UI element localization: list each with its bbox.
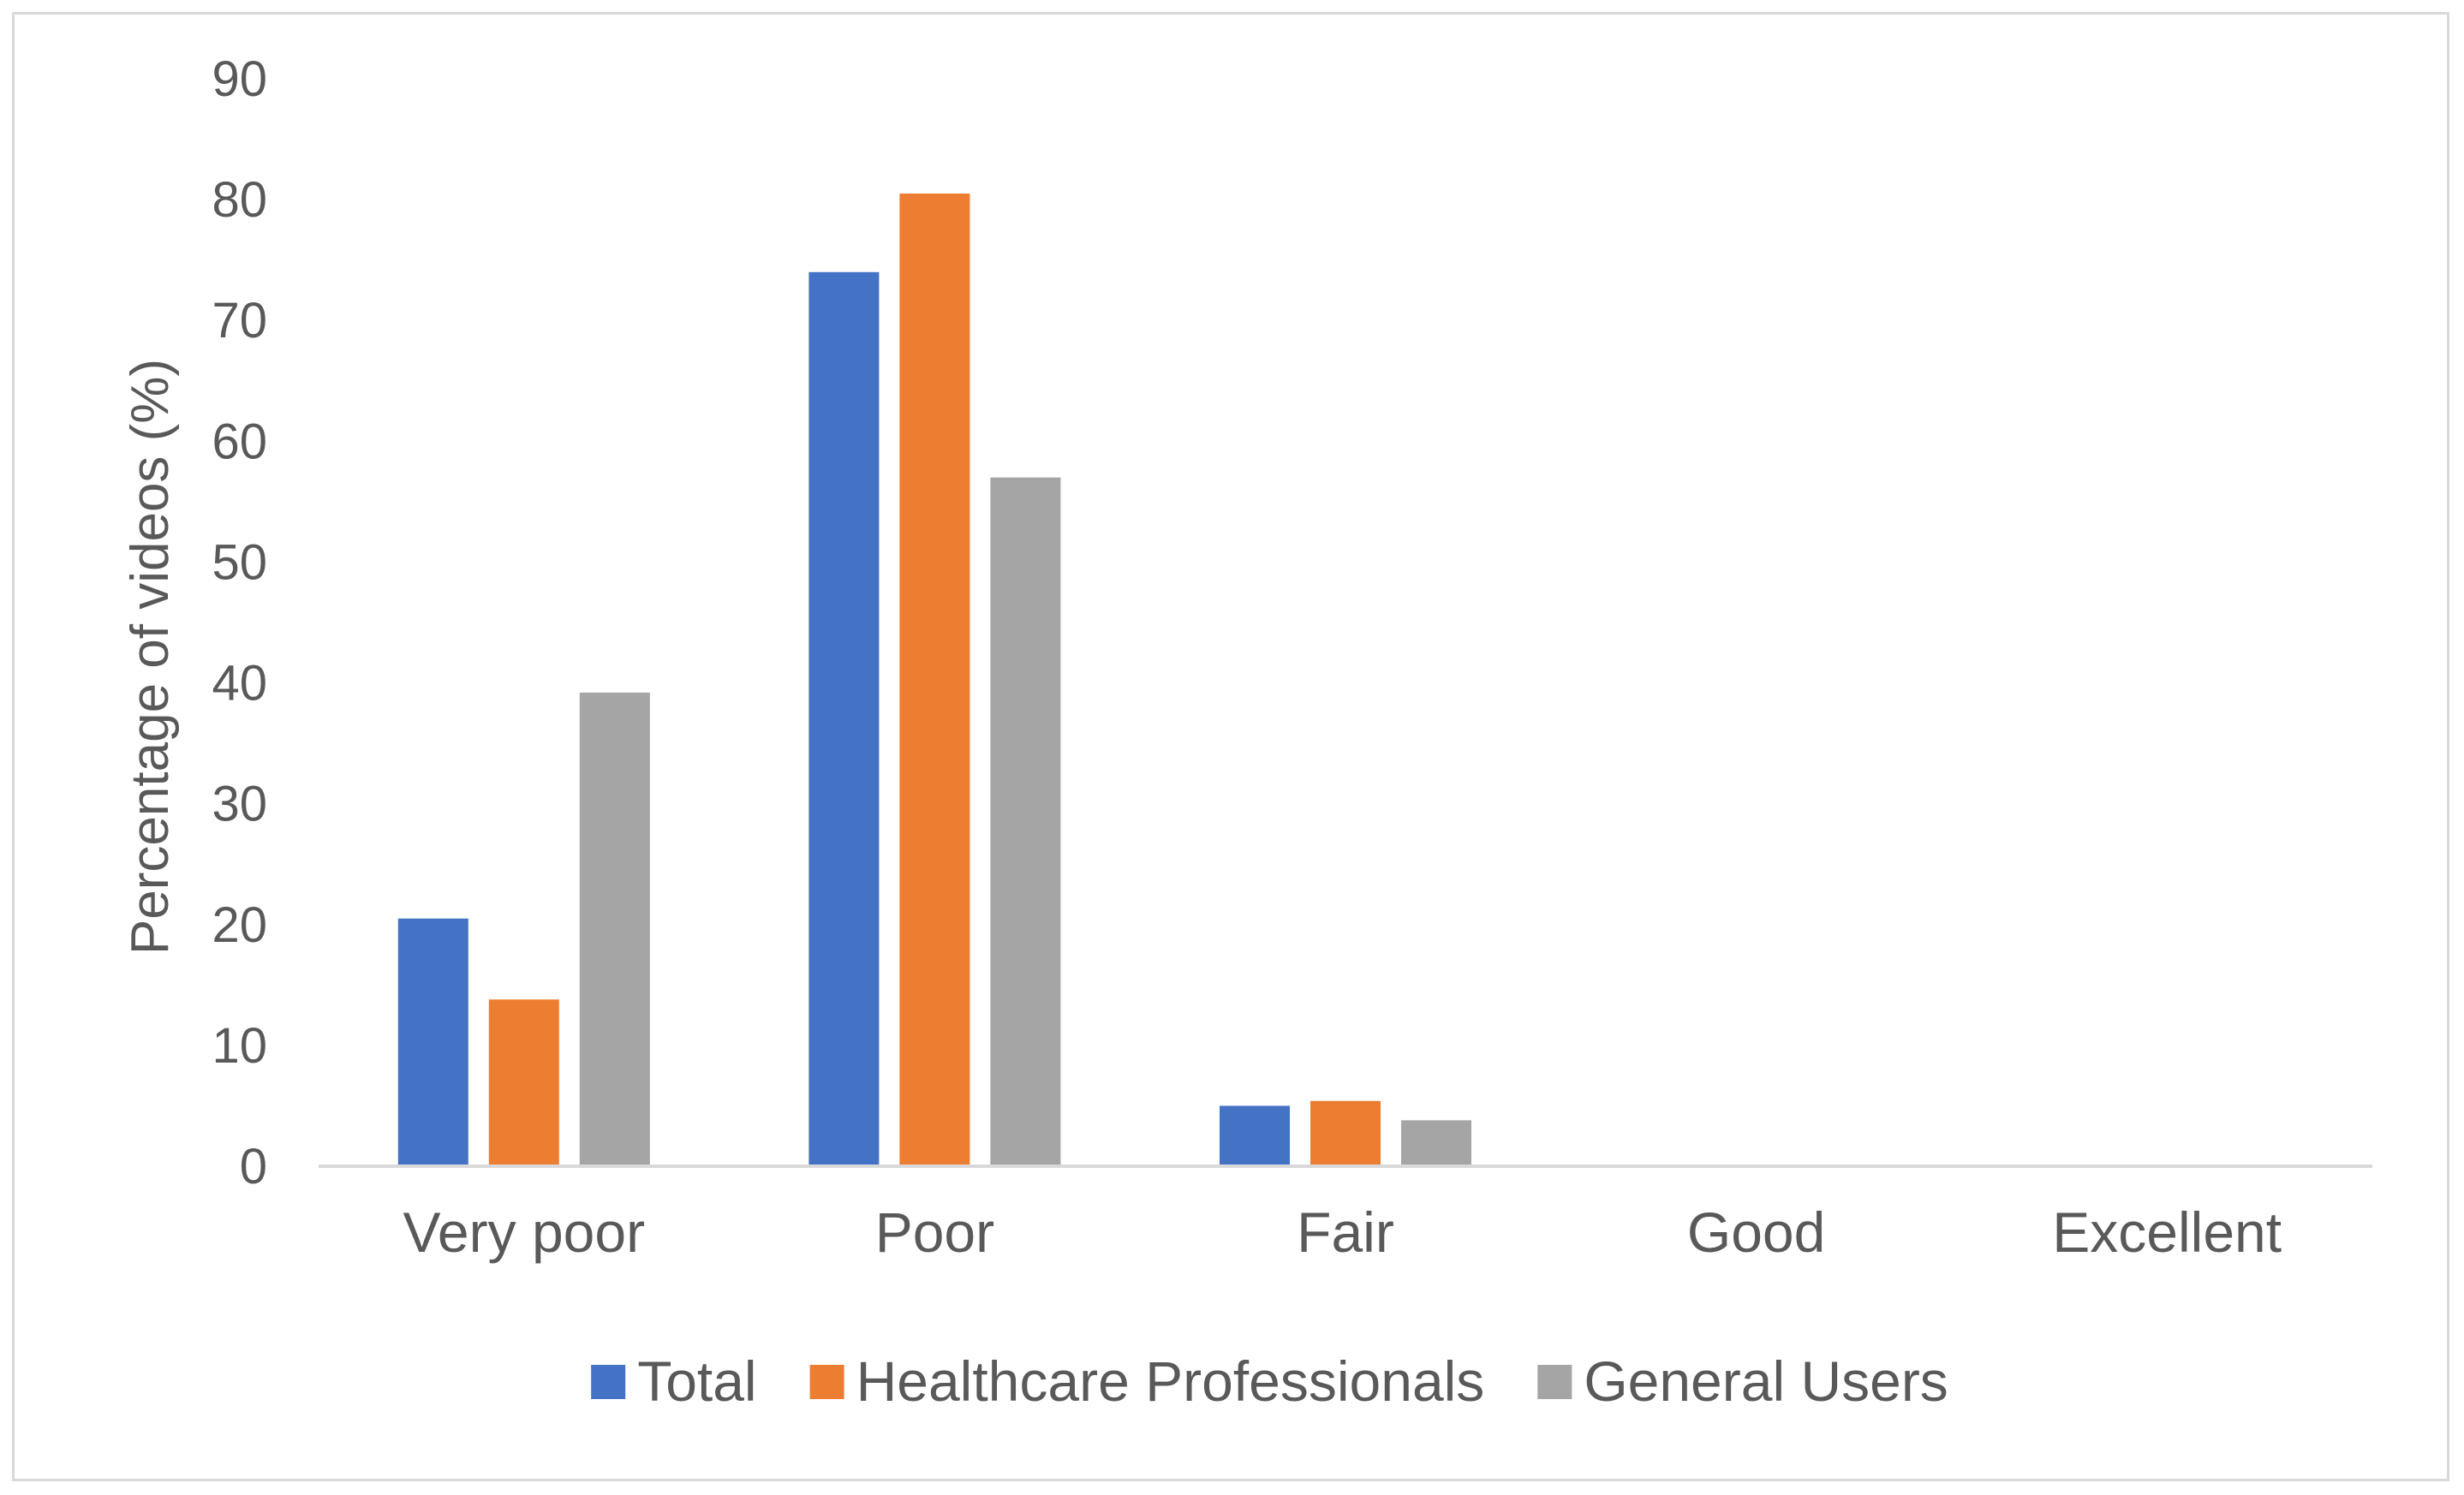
bar-healthcare-professionals-fair <box>1310 1100 1381 1166</box>
legend-label: Healthcare Professionals <box>856 1349 1485 1413</box>
x-axis-ticks: Very poor Poor Fair Good Excellent <box>403 1200 2282 1264</box>
chart-frame <box>12 12 2449 1481</box>
y-tick-label: 10 <box>212 1018 267 1074</box>
x-tick-label: Poor <box>875 1200 994 1264</box>
legend-swatch <box>809 1365 844 1399</box>
legend-swatch <box>1537 1365 1572 1399</box>
legend-item-general-users: General Users <box>1537 1349 1948 1413</box>
bar-total-very-poor <box>397 918 468 1166</box>
x-tick-label: Excellent <box>2052 1200 2282 1264</box>
y-tick-label: 90 <box>212 51 267 107</box>
y-tick-label: 20 <box>212 897 267 953</box>
y-tick-label: 30 <box>212 777 267 832</box>
legend-item-total: Total <box>591 1349 757 1413</box>
bars-group <box>397 194 1471 1167</box>
y-tick-label: 0 <box>240 1139 267 1194</box>
y-tick-label: 40 <box>212 656 267 712</box>
x-tick-label: Very poor <box>403 1200 646 1264</box>
legend-item-healthcare-professionals: Healthcare Professionals <box>809 1349 1485 1413</box>
legend: Total Healthcare Professionals General Use… <box>591 1349 1948 1413</box>
legend-label: Total <box>637 1349 756 1413</box>
y-axis-ticks: 0 10 20 30 40 50 60 70 80 90 <box>212 51 267 1194</box>
x-tick-label: Fair <box>1297 1200 1394 1264</box>
bar-healthcare-professionals-very-poor <box>488 999 559 1166</box>
bar-healthcare-professionals-poor <box>899 194 970 1167</box>
x-tick-label: Good <box>1687 1200 1825 1264</box>
legend-swatch <box>591 1365 626 1399</box>
y-tick-label: 60 <box>212 414 267 469</box>
bar-total-fair <box>1220 1105 1290 1166</box>
y-axis-title: Percentage of videos (%) <box>121 359 180 955</box>
bar-general-users-poor <box>990 477 1061 1166</box>
y-tick-label: 50 <box>212 534 267 590</box>
bar-general-users-very-poor <box>579 692 650 1166</box>
bar-total-poor <box>808 271 880 1166</box>
y-tick-label: 70 <box>212 293 267 348</box>
legend-label: General Users <box>1584 1349 1948 1413</box>
y-tick-label: 80 <box>212 172 267 228</box>
bar-general-users-fair <box>1401 1120 1471 1166</box>
